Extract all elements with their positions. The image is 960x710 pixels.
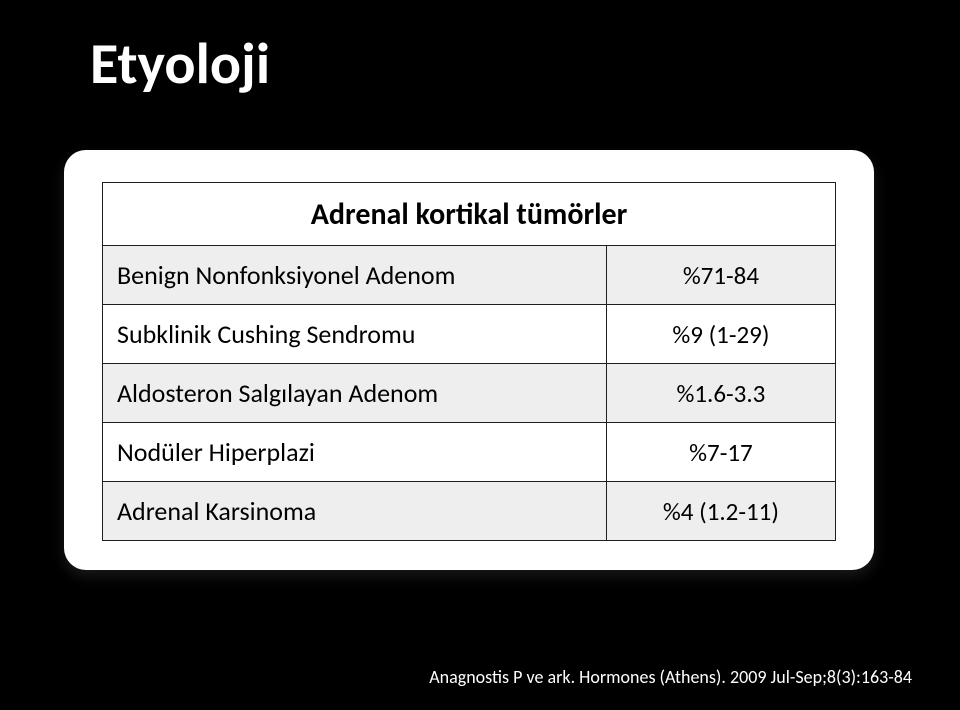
table-row: Adrenal Karsinoma %4 (1.2-11) [103, 482, 836, 541]
table-cell-value: %7-17 [606, 423, 835, 482]
table-cell-label: Subklinik Cushing Sendromu [103, 305, 607, 364]
table-header-row: Adrenal kortikal tümörler [103, 183, 836, 246]
table-cell-label: Benign Nonfonksiyonel Adenom [103, 246, 607, 305]
table-cell-value: %71-84 [606, 246, 835, 305]
table-cell-value: %1.6-3.3 [606, 364, 835, 423]
table-header-cell: Adrenal kortikal tümörler [103, 183, 836, 246]
page-title: Etyoloji [90, 28, 270, 99]
content-card: Adrenal kortikal tümörler Benign Nonfonk… [64, 150, 874, 570]
table-cell-value: %4 (1.2-11) [606, 482, 835, 541]
citation-text: Anagnostis P ve ark. Hormones (Athens). … [429, 666, 912, 688]
table-row: Subklinik Cushing Sendromu %9 (1-29) [103, 305, 836, 364]
table-header-label: Adrenal kortikal tümörler [311, 196, 628, 233]
table-cell-label: Aldosteron Salgılayan Adenom [103, 364, 607, 423]
slide: Etyoloji Adrenal kortikal tümörler Benig… [0, 0, 960, 710]
table-row: Aldosteron Salgılayan Adenom %1.6-3.3 [103, 364, 836, 423]
table-cell-label: Nodüler Hiperplazi [103, 423, 607, 482]
etiology-table: Adrenal kortikal tümörler Benign Nonfonk… [102, 182, 836, 541]
table-row: Nodüler Hiperplazi %7-17 [103, 423, 836, 482]
table-cell-label: Adrenal Karsinoma [103, 482, 607, 541]
table-row: Benign Nonfonksiyonel Adenom %71-84 [103, 246, 836, 305]
table-cell-value: %9 (1-29) [606, 305, 835, 364]
